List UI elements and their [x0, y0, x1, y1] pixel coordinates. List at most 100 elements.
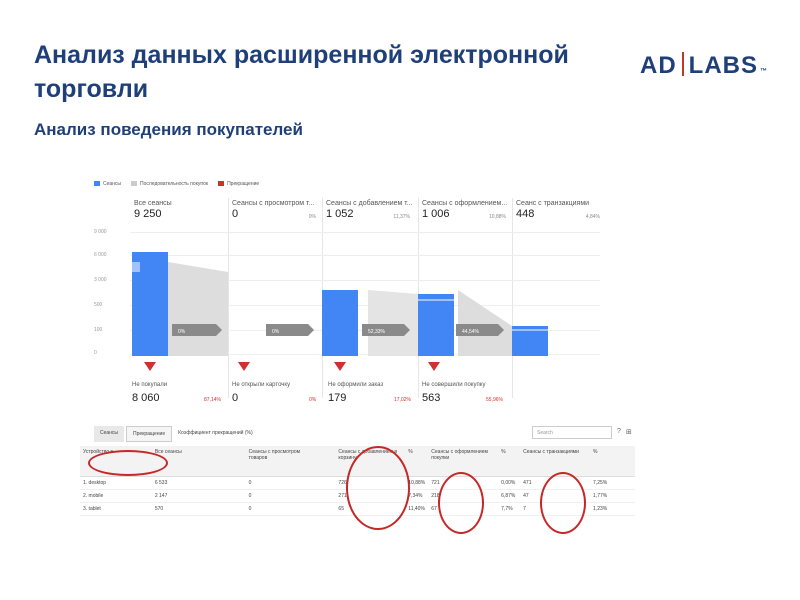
stage-separator — [512, 198, 513, 398]
help-icon[interactable]: ? — [617, 428, 621, 435]
drop-pct-3: 17,02% — [394, 397, 411, 403]
drop-value-4: 563 — [422, 392, 441, 404]
cell — [313, 476, 336, 490]
col-checkbox[interactable] — [313, 446, 336, 477]
funnel-chart: 0% 0% 52,33% 44,54% — [132, 252, 548, 356]
cell-device[interactable]: 3. tablet — [80, 502, 152, 516]
search-input[interactable]: Search — [532, 426, 612, 439]
drop-label-1: Не покупали — [132, 382, 168, 388]
cell: 1,23% — [590, 502, 635, 516]
col-add-pct[interactable]: % — [405, 446, 429, 477]
funnel-flow-1 — [168, 262, 228, 356]
funnel-flow-4 — [458, 290, 512, 356]
gridline — [130, 354, 600, 355]
conv-label-3: 52,33% — [368, 329, 386, 335]
cell-device[interactable]: 1. desktop — [80, 476, 152, 490]
stage-checkout[interactable]: Сеансы с оформлением... 1 006 10,88% — [422, 200, 508, 220]
report-tabs: Сеансы Прекращение Коэффициент прекращен… — [94, 426, 257, 442]
col-product-views[interactable]: Сеансы с просмотром товаров — [245, 446, 314, 477]
stage-add-to-cart[interactable]: Сеансы с добавлением т... 1 052 11,37% — [326, 200, 413, 220]
stage-separator — [228, 198, 229, 398]
gridline — [130, 305, 600, 306]
gridline — [130, 255, 600, 256]
bar-highlight — [132, 262, 140, 272]
logo-right: LABS — [688, 52, 759, 79]
conv-arrow-2 — [266, 324, 314, 336]
axis-tick: 500 — [94, 302, 103, 308]
cell: 7,7% — [498, 502, 521, 516]
drop-value-1: 8 060 — [132, 392, 160, 404]
conv-arrow-3 — [362, 324, 410, 336]
legend-item-abandon: Прекращение — [218, 181, 259, 187]
col-transactions[interactable]: Сеансы с транзакциями — [520, 446, 591, 477]
cell-device[interactable]: 2. mobile — [80, 489, 152, 503]
drop-label-3: Не оформили заказ — [328, 382, 384, 388]
axis-tick: 9 000 — [94, 229, 107, 235]
conv-label-2: 0% — [272, 329, 280, 335]
cell: 1,77% — [590, 489, 635, 503]
tab-abandonment[interactable]: Прекращение — [126, 426, 173, 442]
bar-transactions — [512, 326, 548, 356]
axis-tick: 6 000 — [94, 252, 107, 258]
cell: 0,00% — [498, 476, 521, 490]
cell: 10,88% — [405, 476, 429, 490]
axis-tick: 100 — [94, 327, 103, 333]
drop-value-3: 179 — [328, 392, 347, 404]
cell: 0 — [245, 489, 314, 503]
highlight-ring-checkout — [438, 472, 484, 534]
slide-title: Анализ данных расширенной электронной то… — [34, 41, 569, 103]
export-icon[interactable]: ⊞ — [626, 429, 632, 436]
tab-abandonment-rate[interactable]: Коэффициент прекращений (%) — [178, 430, 253, 436]
tab-sessions[interactable]: Сеансы — [94, 426, 125, 442]
stage-product-views[interactable]: Сеансы с просмотром т... 0 0% — [232, 200, 316, 220]
drop-pct-1: 87,14% — [204, 397, 221, 403]
ga-funnel-screenshot: Сеансы Последовательность покупок Прекра… — [80, 178, 635, 534]
conv-arrow-1 — [172, 324, 222, 336]
highlight-ring-transactions — [540, 472, 586, 534]
gridline — [130, 232, 600, 233]
highlight-ring-device — [88, 450, 168, 476]
adlabs-logo: AD LABS ™ — [640, 52, 780, 82]
col-transactions-pct[interactable]: % — [590, 446, 635, 477]
drop-pct-4: 55,96% — [486, 397, 503, 403]
cell: 570 — [151, 502, 246, 516]
funnel-flow-3 — [368, 290, 418, 356]
cell: 0 — [245, 502, 314, 516]
drop-pct-2: 0% — [309, 397, 317, 403]
highlight-ring-add-to-cart — [346, 446, 410, 530]
cell: 7,34% — [405, 489, 429, 503]
logo-tm: ™ — [760, 68, 769, 75]
col-checkout-pct[interactable]: % — [498, 446, 521, 477]
axis-tick: 0 — [94, 350, 97, 356]
logo-left: AD — [640, 52, 677, 79]
cell: 2 147 — [151, 489, 246, 503]
conv-label-1: 0% — [178, 329, 186, 335]
drop-value-2: 0 — [232, 392, 239, 404]
chart-legend: Сеансы Последовательность покупок Прекра… — [94, 181, 259, 187]
bar-add-to-cart — [322, 290, 358, 356]
axis-tick: 3 000 — [94, 277, 107, 283]
drop-label-4: Не совершили покупку — [422, 382, 486, 388]
drop-arrow-icon — [428, 362, 440, 371]
legend-item-sessions: Сеансы — [94, 181, 121, 187]
drop-label-2: Не открыли карточку — [232, 382, 291, 388]
logo-divider — [681, 52, 684, 76]
stage-all-sessions[interactable]: Все сеансы 9 250 — [134, 200, 172, 220]
slide-subtitle: Анализ поведения покупателей — [34, 120, 303, 139]
cell — [313, 502, 336, 516]
drop-arrow-icon — [238, 362, 250, 371]
cell — [313, 489, 336, 503]
report-table: Устройство ▾ Все сеансы Сеансы с просмот… — [80, 446, 635, 516]
legend-item-sequence: Последовательность покупок — [131, 181, 208, 187]
cell: 6,87% — [498, 489, 521, 503]
stage-transactions[interactable]: Сеанс с транзакциями 448 4,84% — [516, 200, 600, 220]
cell: 6 533 — [151, 476, 246, 490]
gridline — [130, 280, 600, 281]
drop-arrow-icon — [334, 362, 346, 371]
cell: 0 — [245, 476, 314, 490]
cell: 7,25% — [590, 476, 635, 490]
conv-label-4: 44,54% — [462, 329, 480, 335]
bar-checkout — [418, 294, 454, 356]
cell: 11,40% — [405, 502, 429, 516]
conv-arrow-4 — [456, 324, 504, 336]
